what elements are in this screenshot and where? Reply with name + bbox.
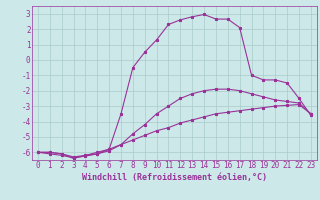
X-axis label: Windchill (Refroidissement éolien,°C): Windchill (Refroidissement éolien,°C) [82, 173, 267, 182]
